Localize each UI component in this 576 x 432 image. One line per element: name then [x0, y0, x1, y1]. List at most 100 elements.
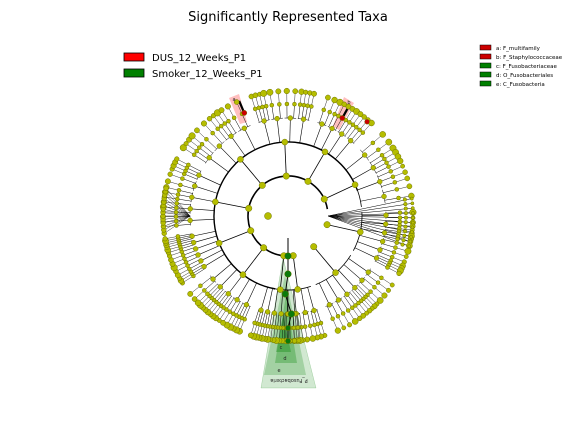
species-node: [206, 115, 213, 122]
genus-branch: [340, 298, 349, 311]
species-node: [357, 315, 363, 322]
genus-node: [356, 300, 361, 306]
genus-node: [226, 118, 231, 124]
legend-swatch-dus: [123, 52, 145, 62]
genus-node: [340, 311, 346, 316]
species-node: [191, 296, 198, 302]
genus-branch: [178, 190, 193, 194]
species-node: [376, 297, 384, 304]
species-node: [194, 299, 202, 307]
family-node: [198, 258, 204, 264]
class-branch: [279, 255, 285, 290]
species-node: [266, 88, 274, 96]
family-branch: [267, 288, 273, 312]
genus-branch: [207, 283, 218, 294]
clade-labels: P_Fusobacteria e d c a b: [232, 97, 350, 383]
class-node: [320, 195, 328, 203]
fan-tip-node: [411, 215, 415, 220]
species-node: [397, 157, 404, 165]
genus-node: [332, 111, 337, 117]
genus-node: [353, 303, 358, 308]
order-node: [281, 138, 289, 146]
species-node: [174, 156, 180, 162]
family-node: [206, 155, 212, 161]
genus-branch: [228, 121, 237, 134]
genus-branch: [184, 173, 198, 180]
genus-branch: [344, 296, 353, 308]
genus-node: [309, 104, 314, 109]
class-branch: [219, 230, 251, 244]
family-node: [189, 233, 195, 239]
genus-node: [360, 130, 366, 135]
genus-node: [357, 127, 362, 133]
genus-node: [215, 126, 220, 132]
fan-tip-node: [411, 211, 415, 215]
genus-node: [327, 109, 332, 115]
clade-swatch-c: [479, 62, 492, 69]
genus-node: [349, 305, 355, 310]
class-branch: [215, 201, 249, 209]
family-branch: [230, 136, 246, 156]
genus-branch: [209, 285, 220, 297]
genus-branch: [338, 119, 347, 133]
fan-node: [402, 233, 407, 238]
highlight-phylum-fusobacteria: [260, 257, 317, 389]
genus-node: [394, 240, 400, 245]
species-node: [296, 338, 302, 343]
species-node: [381, 292, 388, 299]
genus-branch: [277, 313, 280, 328]
genus-node: [231, 115, 237, 121]
genus-node: [307, 323, 313, 329]
order-node: [294, 286, 301, 293]
genus-branch: [241, 113, 248, 127]
genus-branch: [362, 142, 374, 153]
family-branch: [357, 241, 381, 251]
family-branch: [276, 118, 281, 143]
fusobacteria-node: [281, 290, 289, 298]
fusobacteria-node: [285, 338, 291, 344]
family-node: [352, 285, 358, 291]
left-fan-branch: [164, 194, 191, 217]
genus-node: [173, 218, 179, 224]
family-node: [228, 133, 234, 139]
fan-tip-node: [410, 220, 415, 225]
fan-node: [403, 202, 408, 207]
fan-node: [403, 211, 409, 216]
genus-node: [385, 265, 390, 270]
highlight-multifamily: [229, 94, 247, 124]
genus-branch: [189, 262, 202, 270]
family-node: [187, 206, 193, 212]
family-branch: [212, 263, 232, 280]
fusobacteria-node: [287, 310, 295, 318]
genus-branch: [308, 106, 312, 121]
family-branch: [228, 274, 244, 294]
fan-tip-node: [410, 206, 415, 211]
genus-branch: [185, 256, 199, 263]
species-node: [403, 254, 409, 259]
genus-branch: [344, 124, 354, 137]
family-branch: [236, 279, 250, 300]
family-node: [195, 252, 201, 258]
genus-branch: [267, 312, 271, 327]
species-node: [164, 178, 171, 185]
family-node: [381, 193, 387, 200]
genus-node: [397, 210, 403, 215]
genus-node: [354, 124, 359, 130]
family-node: [264, 309, 271, 315]
family-node: [216, 143, 222, 149]
class-node: [323, 221, 331, 229]
genus-node: [335, 313, 341, 319]
family-node: [210, 276, 216, 282]
species-node: [188, 132, 196, 140]
family-branch: [313, 123, 323, 147]
genus-node: [176, 188, 182, 193]
genus-node: [202, 288, 207, 293]
species-node: [325, 94, 331, 101]
genus-branch: [226, 297, 235, 310]
species-node: [402, 169, 408, 175]
family-branch: [200, 249, 223, 262]
family-branch: [321, 128, 333, 151]
genus-branch: [353, 288, 364, 300]
species-node: [224, 103, 231, 110]
species-node: [260, 89, 268, 97]
